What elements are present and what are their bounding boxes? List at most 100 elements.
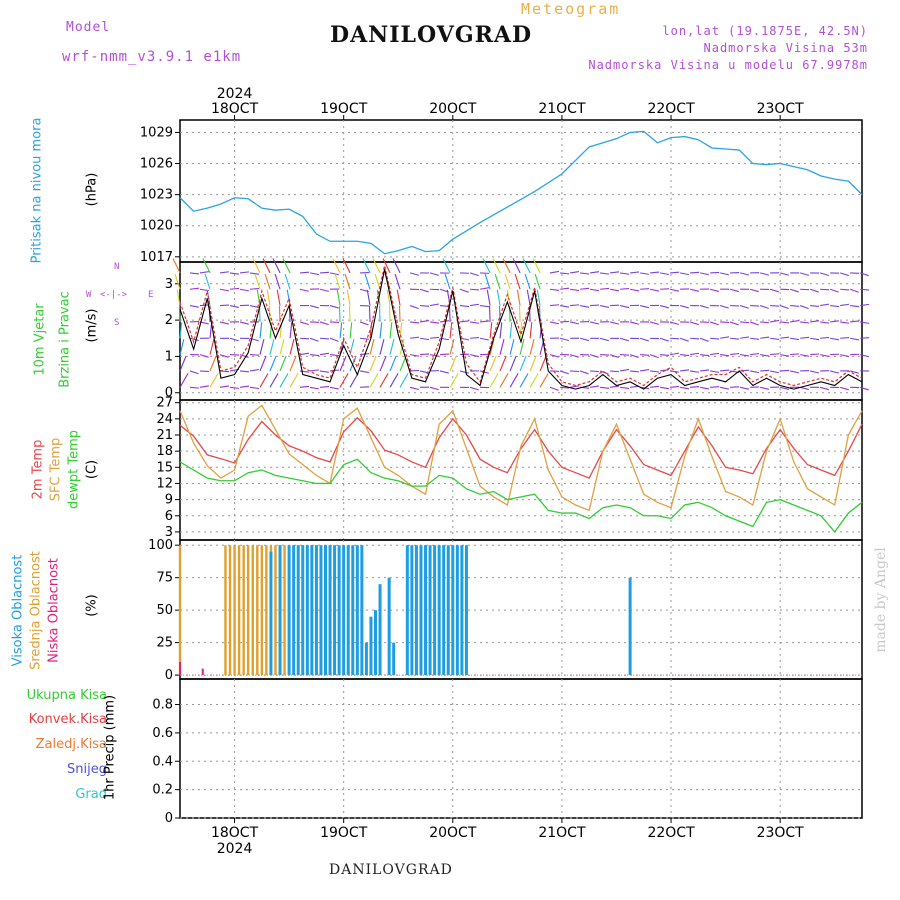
wind-arrow (229, 272, 240, 275)
wind-arrow (820, 303, 830, 307)
cloud-high-bar (464, 545, 468, 676)
wind-arrow (429, 272, 439, 276)
wind-arrow (790, 353, 800, 356)
wind-arrow (680, 386, 690, 390)
wind-arrow (860, 321, 870, 324)
wind-arrow (269, 373, 279, 388)
wind-arrow (262, 258, 271, 274)
wind-arrow (460, 320, 470, 323)
cloud-high-bar (369, 616, 373, 676)
wind-arrow (536, 289, 541, 306)
ytick-label: 0.6 (152, 726, 173, 741)
ytick-label: 3 (165, 525, 173, 540)
wind-arrow (320, 271, 330, 274)
wind-arrow (249, 368, 259, 372)
wind-arrow (279, 355, 287, 372)
wind-arrow (650, 385, 660, 388)
wind-arrow (204, 273, 211, 290)
wind-arrow (344, 273, 351, 290)
wind-arrow (449, 322, 453, 339)
temp-label-dewpt: dewpt Temp (66, 430, 82, 510)
pressure-line (179, 130, 863, 255)
wind-arrow (569, 354, 579, 358)
wind-arrow (610, 288, 620, 292)
wind-arrow (349, 355, 357, 372)
wind-arrow (840, 336, 850, 339)
wind-arrow (279, 338, 285, 355)
wind-arrow (679, 337, 689, 342)
wind-arrow (409, 336, 420, 339)
wind-arrow (449, 373, 459, 388)
cloud-mid-bar (251, 545, 254, 676)
cloud-high-bar (301, 545, 305, 676)
cloud-label-mid: Srednja Oblacnost (28, 551, 44, 670)
cloud-high-bar (337, 545, 341, 676)
wind-arrow (809, 288, 819, 293)
wind-arrow (659, 305, 669, 309)
wind-arrow (680, 272, 690, 276)
wind-arrow (219, 354, 229, 358)
wind-arrow (229, 337, 239, 342)
wind-arrow (219, 271, 230, 274)
wind-arrow (619, 337, 629, 342)
cloud-unit: (%) (84, 594, 100, 617)
wind-arrow (486, 289, 491, 306)
wind-arrow (254, 273, 261, 290)
wind-arrow (259, 322, 263, 339)
wind-arrow (560, 272, 570, 275)
wind-arrow (470, 337, 480, 339)
wind-arrow (640, 288, 650, 290)
wind-arrow (830, 320, 840, 323)
wind-arrow (580, 305, 590, 308)
wind-arrow (499, 355, 507, 372)
wind-arrow (239, 370, 250, 373)
wind-arrow (690, 337, 700, 340)
ytick-label: 1020 (140, 219, 173, 234)
wind-arrow (539, 355, 547, 372)
wind-arrow (329, 305, 339, 309)
wind-arrow (409, 354, 420, 357)
wind-arrow (469, 386, 479, 391)
lonlat-label: lon,lat (19.1875E, 42.5N) (662, 24, 868, 38)
wind-arrow (830, 370, 840, 374)
wind-arrow (529, 355, 537, 372)
precip-legend-conv: Konvek.Kisa (28, 712, 107, 727)
precip-legend-frozen: Zaledj.Kisa (35, 737, 107, 752)
wind-arrow (399, 373, 409, 388)
wind-arrow (272, 258, 281, 274)
wind-arrow (199, 271, 209, 274)
wind-arrow (179, 373, 189, 388)
wind-arrow (249, 272, 259, 275)
wind-arrow (620, 368, 630, 372)
wind-arrow (580, 272, 590, 275)
cloud-mid-bar (224, 545, 227, 676)
wind-arrow (560, 386, 570, 389)
wind-arrow (740, 354, 750, 357)
wind-arrow (690, 352, 700, 356)
wind-arrow (820, 386, 829, 391)
wind-arrow (342, 258, 351, 274)
wind-arrow (589, 354, 599, 358)
wind-arrow (560, 305, 570, 308)
wind-label-line1: 10m Vjetar (32, 303, 48, 376)
wind-arrow (739, 305, 749, 309)
wind-arrow (660, 354, 670, 356)
wind-arrow (336, 289, 341, 306)
wind-arrow (199, 385, 209, 388)
wind-arrow (750, 353, 760, 356)
cloud-mid-bar (242, 545, 245, 676)
wind-arrow (820, 354, 830, 357)
wind-arrow (524, 273, 531, 290)
ytick-label: 27 (156, 396, 173, 411)
ytick-label: 1017 (140, 250, 173, 265)
wind-arrow (550, 270, 560, 274)
wind-arrow (189, 386, 200, 389)
wind-arrow (519, 338, 525, 355)
wind-arrow (670, 337, 680, 340)
wind-arrow (259, 355, 267, 372)
date-label-bottom: 20OCT (429, 825, 477, 841)
wind-arrow (720, 369, 730, 372)
wind-arrow (509, 373, 519, 388)
wind-arrow (249, 354, 260, 356)
wind-arrow (780, 336, 790, 339)
